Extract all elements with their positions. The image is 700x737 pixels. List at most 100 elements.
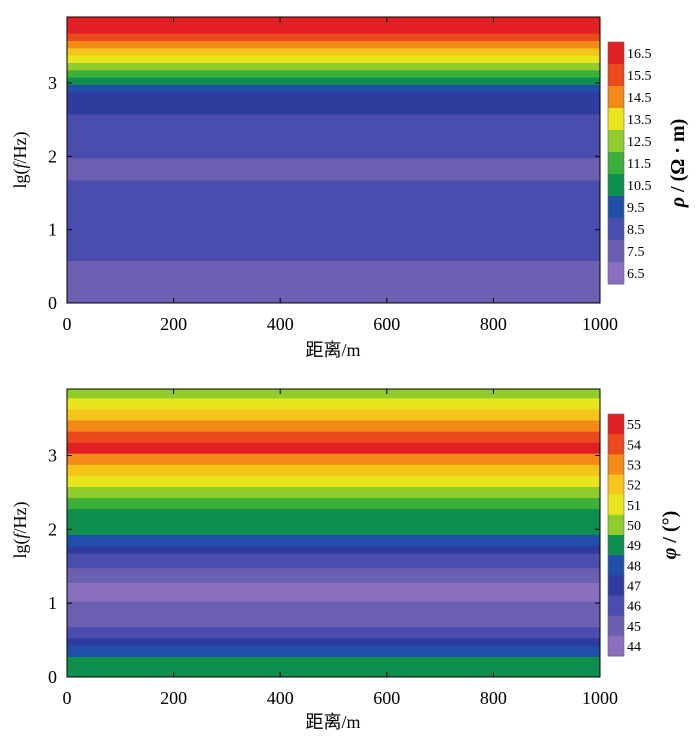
x-tick-label: 0 [63, 688, 72, 708]
contour-band [67, 75, 600, 85]
x-tick-label: 600 [373, 314, 400, 334]
contour-band [67, 97, 600, 115]
contour-band [67, 31, 600, 41]
contour-band [67, 83, 600, 93]
y-tick-label: 1 [48, 593, 57, 613]
contour-band [67, 418, 600, 432]
colorbar-tick-label: 9.5 [627, 201, 645, 216]
phase-y-axis-label: lg(f/Hz) [10, 501, 31, 558]
contour-band [67, 396, 600, 410]
contour-band [67, 566, 600, 583]
colorbar-swatch [608, 152, 624, 175]
contour-band [67, 24, 600, 34]
colorbar-swatch [608, 262, 624, 285]
contour-band [67, 654, 600, 668]
x-tick-label: 0 [63, 314, 72, 334]
x-tick-label: 1000 [582, 314, 618, 334]
contour-band [67, 665, 600, 677]
colorbar-tick-label: 15.5 [627, 69, 652, 84]
colorbar-tick-label: 13.5 [627, 113, 652, 128]
contour-band [67, 599, 600, 613]
contour-band [67, 473, 600, 487]
colorbar-tick-label: 53 [627, 458, 641, 473]
phase-colorbar-label: φ / (°) [659, 511, 681, 560]
resistivity-plot-frame [66, 16, 601, 304]
contour-band [67, 259, 600, 283]
resistivity-y-axis: 0 1 2 3 [48, 73, 600, 313]
contour-band [67, 178, 600, 203]
resistivity-x-axis: 0 200 400 600 800 1000 [63, 17, 618, 334]
contour-band [67, 39, 600, 49]
phase-x-axis-label: 距离/m [305, 712, 360, 732]
colorbar-swatch [608, 414, 624, 435]
phase-x-axis: 0 200 400 600 800 1000 [63, 389, 618, 708]
y-tick-label: 3 [48, 73, 57, 93]
contour-band [67, 551, 600, 569]
contour-band [67, 17, 600, 27]
colorbar-swatch [608, 174, 624, 197]
phase-colorbar [608, 414, 624, 657]
colorbar-tick-label: 50 [627, 519, 641, 534]
contour-band [67, 462, 600, 476]
contour-band [67, 429, 600, 443]
resistivity-contour-bands [67, 17, 600, 303]
contour-band [67, 112, 600, 137]
colorbar-tick-label: 46 [627, 600, 641, 615]
contour-band [67, 53, 600, 63]
contour-band [67, 610, 600, 628]
colorbar-tick-label: 45 [627, 620, 641, 635]
y-tick-label: 1 [48, 220, 57, 240]
colorbar-tick-label: 55 [627, 418, 641, 433]
colorbar-tick-label: 14.5 [627, 91, 652, 106]
contour-band [67, 581, 600, 595]
resistivity-colorbar-ticks: 16.5 15.5 14.5 13.5 12.5 11.5 10.5 9.5 8.5 7.5 6.5 [627, 47, 652, 282]
y-tick-label: 0 [48, 293, 57, 313]
y-tick-label: 2 [48, 146, 57, 166]
contour-band [67, 636, 600, 646]
colorbar-swatch [608, 434, 624, 455]
contour-band [67, 229, 600, 261]
colorbar-swatch [608, 64, 624, 87]
colorbar-tick-label: 6.5 [627, 267, 645, 282]
contour-band [67, 485, 600, 499]
x-tick-label: 800 [480, 314, 507, 334]
phase-contour-bands [67, 389, 600, 677]
contour-band [67, 134, 600, 159]
colorbar-swatch [608, 240, 624, 263]
contour-band [67, 451, 600, 465]
phase-colorbar-ticks: 55 54 53 52 51 50 49 48 47 46 45 44 [627, 418, 641, 655]
colorbar-swatch [608, 474, 624, 496]
x-tick-label: 800 [480, 688, 507, 708]
resistivity-chart: 0 200 400 600 800 1000 0 1 2 3 距离/m lg(f/Hz) 16.… [10, 16, 689, 360]
colorbar-tick-label: 12.5 [627, 135, 652, 150]
colorbar-tick-label: 7.5 [627, 245, 645, 260]
colorbar-tick-label: 10.5 [627, 179, 652, 194]
colorbar-swatch [608, 108, 624, 131]
contour-band [67, 61, 600, 71]
contour-band [67, 496, 600, 510]
contour-band [67, 90, 600, 100]
contour-band [67, 156, 600, 181]
contour-band [67, 643, 600, 657]
contour-band [67, 625, 600, 639]
contour-band [67, 46, 600, 56]
x-tick-label: 400 [267, 688, 294, 708]
colorbar-swatch [608, 514, 624, 536]
colorbar-tick-label: 48 [627, 559, 641, 574]
colorbar-swatch [608, 535, 624, 556]
colorbar-swatch [608, 86, 624, 109]
contour-band [67, 521, 600, 535]
contour-band [67, 200, 600, 232]
colorbar-swatch [608, 615, 624, 637]
contour-band [67, 68, 600, 78]
colorbar-swatch [608, 575, 624, 596]
resistivity-y-axis-label: lg(f/Hz) [10, 131, 31, 188]
phase-colorbar-frame [607, 413, 625, 657]
y-tick-label: 2 [48, 519, 57, 539]
colorbar-tick-label: 51 [627, 499, 641, 514]
colorbar-swatch [608, 196, 624, 219]
contour-band [67, 407, 600, 421]
contour-band [67, 533, 600, 547]
